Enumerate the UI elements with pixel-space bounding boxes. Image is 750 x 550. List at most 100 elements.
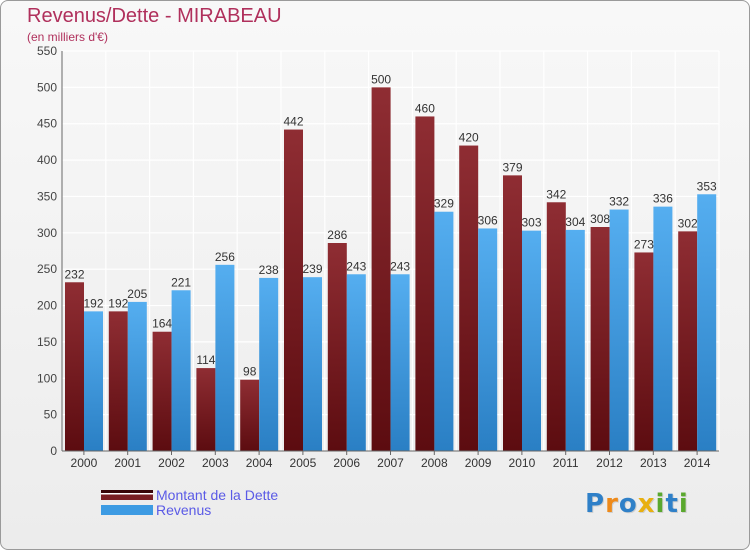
value-label-revenue: 192 xyxy=(83,296,103,310)
x-tick-label: 2011 xyxy=(553,456,579,470)
value-label-debt: 379 xyxy=(502,160,522,174)
logo-letter: t xyxy=(665,489,679,519)
x-tick-label: 2000 xyxy=(71,456,98,470)
bar-debt xyxy=(284,129,303,451)
bar-debt xyxy=(371,87,391,451)
legend-label-debt: Montant de la Dette xyxy=(156,487,279,503)
value-label-revenue: 239 xyxy=(302,262,322,276)
bar-debt xyxy=(240,379,260,451)
value-label-revenue: 304 xyxy=(565,215,585,229)
logo-letter: r xyxy=(605,489,619,519)
chart-title: Revenus/Dette - MIRABEAU xyxy=(27,5,282,27)
bar-debt xyxy=(196,368,216,451)
bar-debt xyxy=(108,311,128,451)
value-label-debt: 500 xyxy=(371,72,391,86)
y-tick-label: 300 xyxy=(37,226,57,240)
x-tick-label: 2003 xyxy=(202,456,229,470)
y-tick-label: 100 xyxy=(37,371,57,385)
y-tick-label: 0 xyxy=(50,444,57,458)
x-tick-label: 2004 xyxy=(246,456,273,470)
bar-revenue xyxy=(522,230,541,451)
bar-revenue xyxy=(697,194,717,452)
value-label-revenue: 332 xyxy=(609,195,629,209)
value-label-debt: 232 xyxy=(64,267,84,281)
value-label-debt: 302 xyxy=(678,216,698,230)
value-label-revenue: 256 xyxy=(215,250,235,264)
y-tick-label: 150 xyxy=(37,335,57,349)
y-tick-label: 500 xyxy=(37,80,57,94)
value-label-revenue: 329 xyxy=(434,197,454,211)
logo-letter: x xyxy=(637,489,656,519)
value-label-debt: 460 xyxy=(415,101,435,115)
value-label-revenue: 303 xyxy=(521,216,541,230)
value-label-debt: 442 xyxy=(283,115,303,129)
y-tick-label: 450 xyxy=(37,117,57,131)
bar-revenue xyxy=(215,264,235,451)
x-tick-label: 2007 xyxy=(377,456,404,470)
chart-subtitle: (en milliers d'€) xyxy=(27,30,108,44)
bar-revenue xyxy=(84,311,103,451)
y-tick-label: 550 xyxy=(37,44,57,58)
bar-debt xyxy=(678,231,698,451)
y-tick-label: 50 xyxy=(44,408,58,422)
value-label-debt: 114 xyxy=(196,353,215,367)
x-tick-label: 2010 xyxy=(509,456,536,470)
logo-letter: o xyxy=(618,489,638,519)
x-tick-label: 2005 xyxy=(290,456,317,470)
x-tick-label: 2006 xyxy=(333,456,360,470)
bar-debt xyxy=(152,331,172,451)
logo-letter: i xyxy=(678,489,689,519)
bar-revenue xyxy=(390,274,410,451)
bar-revenue xyxy=(478,228,498,451)
bar-revenue xyxy=(346,274,366,451)
y-tick-label: 350 xyxy=(37,189,57,203)
value-label-revenue: 353 xyxy=(697,179,717,193)
value-label-debt: 273 xyxy=(634,237,654,251)
legend-item-debt: Montant de la Dette xyxy=(101,487,278,503)
value-label-debt: 308 xyxy=(590,212,610,226)
x-tick-label: 2013 xyxy=(640,456,667,470)
logo-letter: P xyxy=(585,489,606,519)
bar-debt xyxy=(503,175,522,451)
value-label-revenue: 306 xyxy=(478,213,498,227)
legend-swatch-debt xyxy=(101,490,153,500)
x-tick-label: 2014 xyxy=(684,456,711,470)
bar-revenue xyxy=(171,290,191,451)
value-label-debt: 420 xyxy=(459,131,479,145)
bar-debt xyxy=(546,202,566,451)
bar-debt xyxy=(634,252,654,451)
x-tick-label: 2002 xyxy=(158,456,185,470)
value-label-debt: 192 xyxy=(108,296,128,310)
bar-revenue xyxy=(565,229,585,451)
bar-debt xyxy=(590,227,610,451)
y-tick-label: 200 xyxy=(37,299,57,313)
value-label-revenue: 221 xyxy=(171,275,191,289)
value-label-revenue: 336 xyxy=(653,192,673,206)
x-tick-label: 2012 xyxy=(596,456,623,470)
y-tick-label: 400 xyxy=(37,153,57,167)
x-tick-label: 2009 xyxy=(465,456,492,470)
legend-item-revenue: Revenus xyxy=(101,502,211,518)
value-label-debt: 342 xyxy=(546,187,566,201)
legend-swatch-revenue xyxy=(101,505,153,515)
value-label-revenue: 205 xyxy=(127,287,147,301)
bar-debt xyxy=(65,282,84,451)
value-label-debt: 286 xyxy=(327,228,347,242)
value-label-revenue: 243 xyxy=(390,259,410,273)
x-tick-label: 2001 xyxy=(114,456,141,470)
bar-revenue xyxy=(653,206,673,451)
bar-revenue xyxy=(609,209,629,451)
logo-letter: i xyxy=(655,489,666,519)
x-tick-label: 2008 xyxy=(421,456,448,470)
value-label-debt: 164 xyxy=(152,317,172,331)
value-label-revenue: 243 xyxy=(346,259,366,273)
bar-revenue xyxy=(259,277,279,451)
proxiti-logo: Proxiti xyxy=(585,489,689,519)
bar-revenue xyxy=(434,211,454,451)
legend-label-revenue: Revenus xyxy=(156,502,212,518)
bar-revenue xyxy=(127,301,147,451)
value-label-revenue: 238 xyxy=(259,263,279,277)
bar-debt xyxy=(459,145,479,451)
bar-revenue xyxy=(303,277,322,451)
value-label-debt: 98 xyxy=(243,365,257,379)
